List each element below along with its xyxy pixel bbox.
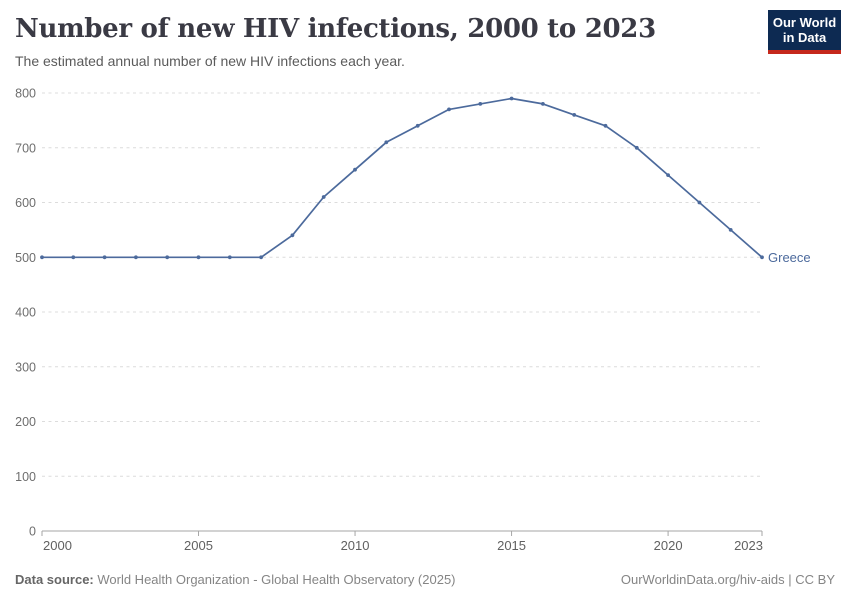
owid-logo-line2: in Data <box>782 30 827 45</box>
entity-label[interactable]: Greece <box>768 250 811 265</box>
data-point[interactable] <box>666 173 670 178</box>
x-tick-label: 2015 <box>497 538 526 553</box>
data-point[interactable] <box>384 140 389 145</box>
data-source: Data source: World Health Organization -… <box>15 572 456 587</box>
data-point[interactable] <box>227 255 232 260</box>
data-point[interactable] <box>509 96 514 101</box>
data-point[interactable] <box>415 123 420 128</box>
y-tick-label: 500 <box>15 251 36 265</box>
chart-subtitle: The estimated annual number of new HIV i… <box>15 53 405 69</box>
x-tick-label: 2020 <box>654 538 683 553</box>
data-point[interactable] <box>541 102 545 106</box>
data-point[interactable] <box>165 255 170 260</box>
data-source-label: Data source: <box>15 571 94 587</box>
footer-license-link[interactable]: OurWorldinData.org/hiv-aids | CC BY <box>620 571 835 587</box>
data-point[interactable] <box>71 255 76 260</box>
data-point[interactable] <box>634 145 639 150</box>
data-line <box>42 97 763 259</box>
y-tick-label: 600 <box>15 196 36 210</box>
data-point[interactable] <box>259 255 263 260</box>
data-point[interactable] <box>603 123 608 128</box>
x-tick-label: 2000 <box>43 538 72 553</box>
data-point[interactable] <box>760 255 764 260</box>
x-axis: 2000 2005 2010 2015 2020 2023 <box>41 530 763 553</box>
y-tick-label: 300 <box>15 360 36 374</box>
data-point[interactable] <box>478 102 483 106</box>
y-tick-label: 700 <box>15 141 36 155</box>
chart-title: Number of new HIV infections, 2000 to 20… <box>15 14 656 44</box>
data-point[interactable] <box>196 255 201 260</box>
data-point[interactable] <box>353 167 357 172</box>
y-tick-label: 800 <box>15 87 36 101</box>
chart-footer: Data source: World Health Organization -… <box>0 566 850 600</box>
y-tick-label: 100 <box>15 470 36 484</box>
data-source-text: World Health Organization - Global Healt… <box>93 571 456 587</box>
x-tick-label: 2010 <box>341 538 370 553</box>
y-tick-label: 200 <box>15 415 36 429</box>
series-greece: Greece <box>40 96 811 265</box>
x-tick-label: 2005 <box>184 538 213 553</box>
x-tick-label: 2023 <box>734 538 763 553</box>
data-point[interactable] <box>697 200 702 205</box>
owid-logo[interactable]: Our World in Data <box>768 10 841 54</box>
data-point[interactable] <box>40 255 44 260</box>
data-point[interactable] <box>728 228 733 232</box>
owid-logo-line1: Our World <box>772 15 837 30</box>
data-point[interactable] <box>102 255 107 260</box>
data-point[interactable] <box>321 195 326 199</box>
data-point[interactable] <box>134 255 138 260</box>
data-point[interactable] <box>290 233 295 238</box>
y-tick-label: 400 <box>15 306 36 320</box>
data-point[interactable] <box>572 113 577 117</box>
y-tick-label: 0 <box>29 525 36 539</box>
y-axis: 0 100 200 300 400 500 600 700 800 <box>15 87 762 539</box>
data-point[interactable] <box>447 107 451 112</box>
